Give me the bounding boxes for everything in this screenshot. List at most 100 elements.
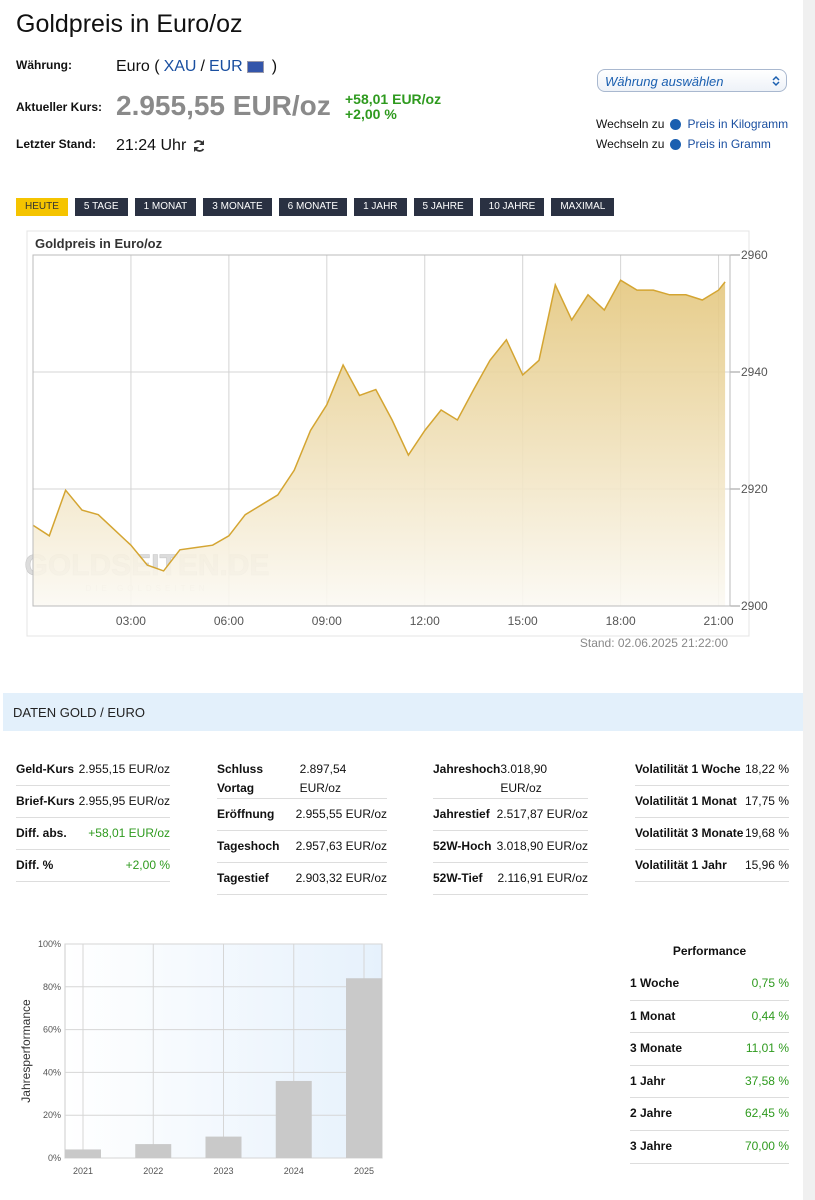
table-row: Eröffnung 2.955,55 EUR/oz: [217, 799, 387, 831]
range-tab[interactable]: MAXIMAL: [551, 198, 615, 216]
performance-row: 1 Jahr 37,58 %: [630, 1066, 789, 1099]
link-icon: [670, 138, 682, 150]
row-value: 18,22 %: [744, 762, 789, 776]
range-tab[interactable]: 6 MONATE: [278, 198, 348, 216]
table-row: Tageshoch 2.957,63 EUR/oz: [217, 831, 387, 863]
row-value: 0,44 %: [751, 1008, 789, 1023]
currency-label: Währung:: [16, 58, 72, 72]
performance-row: 1 Woche 0,75 %: [630, 968, 789, 1001]
x-tick-label: 15:00: [508, 614, 538, 628]
link[interactable]: Preis in Kilogramm: [687, 117, 789, 131]
row-value: +2,00 %: [125, 858, 170, 872]
y-tick-label: 60%: [43, 1025, 61, 1035]
range-tab[interactable]: 1 JAHR: [354, 198, 407, 216]
currency-base[interactable]: XAU: [163, 58, 197, 75]
table-column: Geld-Kurs 2.955,15 EUR/oz Brief-Kurs 2.955,…: [16, 754, 170, 882]
chart-title: Goldpreis in Euro/oz: [35, 236, 163, 251]
row-value: 3.018,90 EUR/oz: [500, 762, 548, 795]
table-column: Jahreshoch 3.018,90 EUR/oz Jahrestief 2.517…: [433, 754, 588, 895]
table-row: Volatilität 1 Woche 18,22 %: [635, 754, 789, 786]
range-tab[interactable]: 3 MONATE: [203, 198, 272, 216]
row-label: Volatilität 1 Monat: [635, 794, 737, 808]
row-label: Volatilität 3 Monate: [635, 826, 744, 840]
performance-row: 2 Jahre 62,45 %: [630, 1098, 789, 1131]
table-row: Tagestief 2.903,32 EUR/oz: [217, 863, 387, 895]
plot-border: [32, 254, 731, 607]
select-text: Währung auswählen: [605, 74, 724, 89]
price-label: Aktueller Kurs:: [16, 100, 103, 114]
table-column: Schluss Vortag 2.897,54 EUR/oz Eröffnung 2.…: [217, 754, 387, 895]
row-value: 2.955,95 EUR/oz: [78, 794, 170, 808]
link-icon: [670, 118, 682, 130]
table-row: Jahrestief 2.517,87 EUR/oz: [433, 799, 588, 831]
scrollbar: [803, 0, 815, 1200]
table-row: Volatilität 1 Jahr 15,96 %: [635, 850, 789, 882]
row-label: Jahrestief: [433, 807, 490, 821]
price: 2.955,55 EUR/oz: [116, 90, 331, 121]
y-tick-label: 2940: [741, 365, 768, 379]
row-value: 11,01 %: [745, 1041, 789, 1056]
row-value: 2.116,91 EUR/oz: [497, 871, 589, 885]
row-label: Volatilität 1 Jahr: [635, 858, 727, 872]
performance-row: 1 Monat 0,44 %: [630, 1001, 789, 1034]
row-label: Schluss Vortag: [217, 762, 264, 795]
range-tab[interactable]: 5 JAHRE: [413, 198, 473, 216]
link[interactable]: Preis in Gramm: [687, 137, 771, 151]
y-tick-label: 40%: [43, 1067, 61, 1077]
bar: [135, 1144, 172, 1158]
chart-footnote: Stand: 02.06.2025 21:22:00: [580, 636, 728, 650]
time-label: Letzter Stand:: [16, 137, 97, 151]
row-value: 19,68 %: [744, 826, 789, 840]
performance-table: Performance 1 Woche 0,75 % 1 Monat 0,44 % 3 …: [630, 944, 789, 1164]
currency-sep: /: [200, 58, 205, 75]
row-label: 2 Jahre: [630, 1106, 673, 1121]
table-row: Jahreshoch 3.018,90 EUR/oz: [433, 754, 588, 799]
row-value: 17,75 %: [744, 794, 789, 808]
range-tab[interactable]: HEUTE: [16, 198, 68, 216]
row-value: 15,96 %: [744, 858, 789, 872]
row-label: Tagestief: [217, 871, 269, 885]
link-prefix: Wechseln zu: [596, 117, 665, 131]
currency-select[interactable]: Währung auswählen: [597, 69, 787, 92]
range-tab[interactable]: 10 JAHRE: [479, 198, 545, 216]
row-value: 2.517,87 EUR/oz: [496, 807, 588, 821]
links: Wechseln zu Preis in Kilogramm Wechseln zu…: [596, 114, 788, 154]
row-label: Brief-Kurs: [16, 794, 75, 808]
table-row: Diff. % +2,00 %: [16, 850, 170, 882]
switch-link: Wechseln zu Preis in Gramm: [596, 134, 788, 154]
row-label: Eröffnung: [217, 807, 275, 821]
row-value: 2.897,54 EUR/oz: [299, 762, 347, 795]
row-value: 70,00 %: [744, 1138, 789, 1153]
row-value: 3.018,90 EUR/oz: [496, 839, 588, 853]
bar: [346, 978, 382, 1158]
table-row: Volatilität 1 Monat 17,75 %: [635, 786, 789, 818]
row-value: +58,01 EUR/oz: [88, 826, 170, 840]
y-tick-label: 2900: [741, 599, 768, 613]
currency-suffix: ): [271, 58, 278, 75]
bar: [65, 1149, 101, 1158]
switch-link: Wechseln zu Preis in Kilogramm: [596, 114, 788, 134]
performance-row: 3 Monate 11,01 %: [630, 1033, 789, 1066]
x-tick-label: 09:00: [312, 614, 342, 628]
range-tab[interactable]: 5 TAGE: [74, 198, 128, 216]
row-label: 1 Jahr: [630, 1073, 666, 1088]
table-column: Volatilität 1 Woche 18,22 % Volatilität 1 …: [635, 754, 789, 882]
row-label: Geld-Kurs: [16, 762, 75, 776]
currency-quote[interactable]: EUR: [208, 58, 243, 75]
row-label: Diff. %: [16, 858, 54, 872]
y-tick-label: 2960: [741, 248, 768, 262]
row-value: 2.957,63 EUR/oz: [295, 839, 387, 853]
row-value: 37,58 %: [744, 1073, 789, 1088]
refresh-icon[interactable]: [192, 139, 206, 153]
x-tick-label: 2024: [284, 1166, 304, 1176]
row-label: 3 Monate: [630, 1041, 683, 1056]
table-row: Geld-Kurs 2.955,15 EUR/oz: [16, 754, 170, 786]
change-abs: +58,01 EUR/oz: [345, 91, 442, 107]
section-title: DATEN GOLD / EURO: [13, 705, 145, 720]
price-line: [32, 279, 726, 572]
y-tick-label: 0%: [48, 1153, 61, 1163]
table-row: Schluss Vortag 2.897,54 EUR/oz: [217, 754, 387, 799]
range-tab[interactable]: 1 MONAT: [134, 198, 197, 216]
performance-title: Performance: [672, 944, 747, 958]
x-tick-label: 03:00: [116, 614, 146, 628]
